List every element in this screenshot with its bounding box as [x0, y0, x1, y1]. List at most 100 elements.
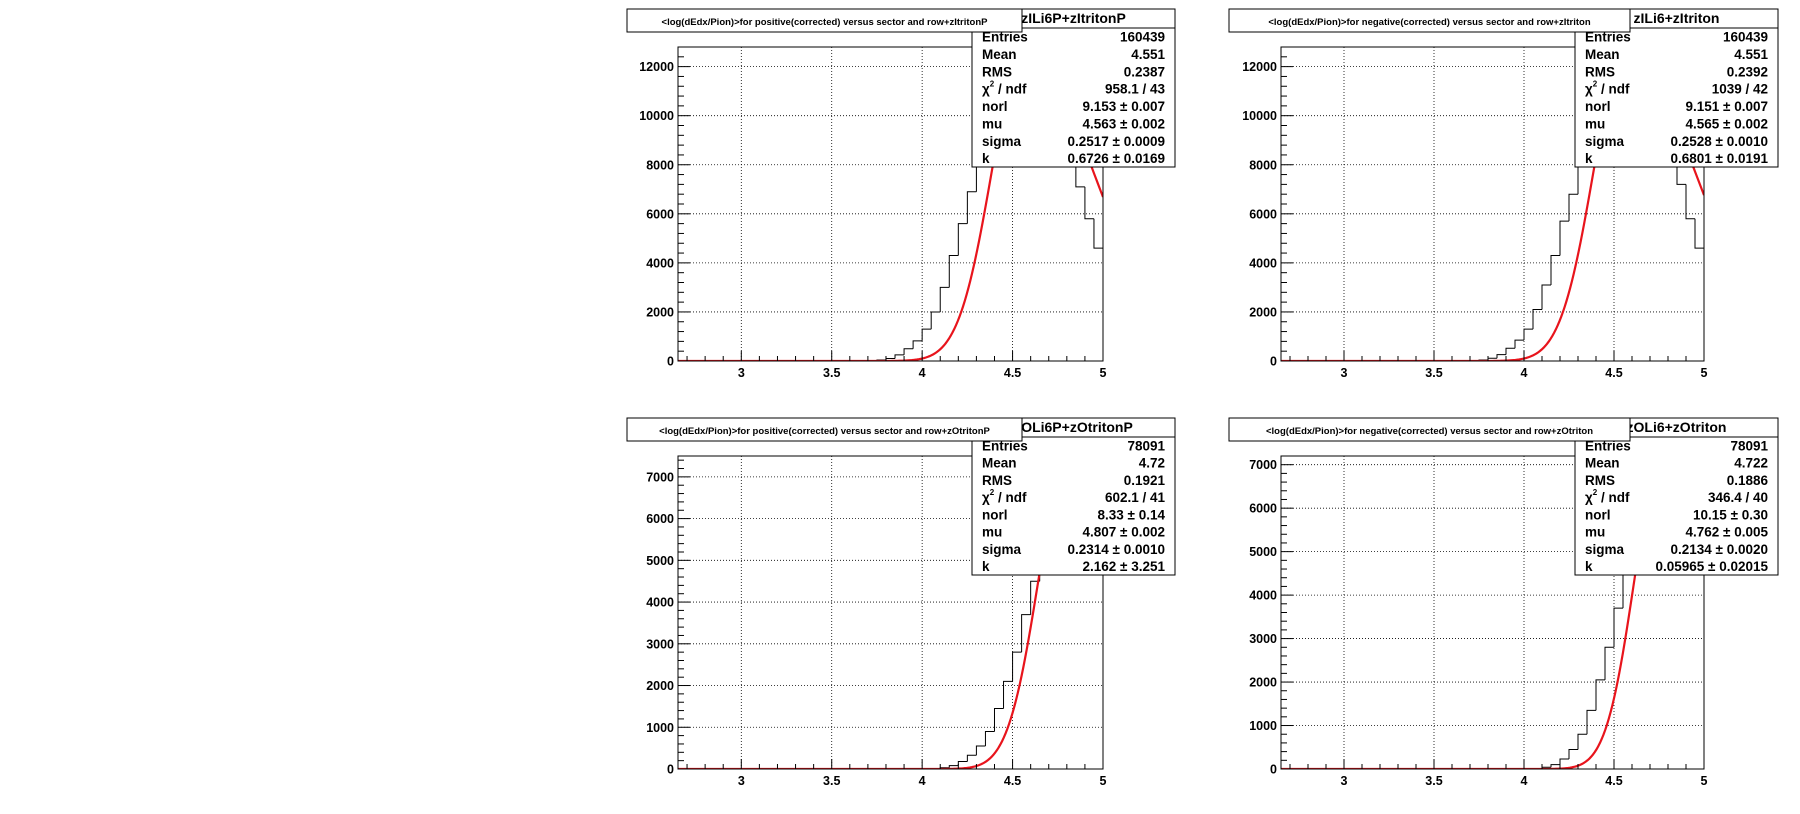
histogram-bin [966, 754, 977, 762]
stats-label: χ2 / ndf [1585, 80, 1630, 97]
histogram-panel-2: 3 3.5 4 4.5 5 0 2000 4000 6000 8000 10000 12000 zILi… [1228, 8, 1779, 380]
histogram-bin [984, 730, 995, 747]
stats-label: Entries [1585, 438, 1631, 453]
histogram-panel-3: 3 3.5 4 4.5 5 0 1000 2000 3000 4000 5000 6000 7000 zO… [626, 417, 1176, 788]
stats-value: 9.153 ± 0.007 [1083, 99, 1165, 114]
x-tick-label: 4 [919, 366, 926, 380]
stats-value: 0.6726 ± 0.0169 [1068, 151, 1166, 166]
stats-label: sigma [1585, 542, 1625, 557]
y-tick-label: 0 [667, 355, 674, 369]
y-tick-label: 0 [1270, 355, 1277, 369]
stats-label: mu [982, 525, 1002, 540]
y-tick-label: 3000 [1249, 632, 1277, 646]
histogram-bin [1568, 193, 1578, 222]
histogram-bin [939, 286, 950, 312]
stats-value: 0.6801 ± 0.0191 [1671, 151, 1769, 166]
stats-label: Mean [1585, 47, 1620, 62]
histogram-panel-4: 3 3.5 4 4.5 5 0 1000 2000 3000 4000 5000 6000 7000 zO… [1228, 417, 1779, 788]
stats-box [971, 8, 1176, 168]
chart-title: <log(dEdx/Pion)>for positive(corrected) … [662, 17, 989, 28]
stats-label: RMS [1585, 64, 1615, 79]
y-tick-label: 8000 [1249, 158, 1277, 172]
histogram-bin [1541, 284, 1551, 310]
y-tick-label: 5000 [646, 554, 674, 568]
y-tick-label: 2000 [1249, 676, 1277, 690]
stats-value: 4.762 ± 0.005 [1686, 525, 1769, 540]
stats-label-symbol: χ [982, 490, 990, 505]
stats-label: Mean [1585, 456, 1620, 471]
chart-title: <log(dEdx/Pion)>for negative(corrected) … [1268, 17, 1590, 28]
stats-box [971, 417, 1176, 576]
stats-label: sigma [1585, 134, 1625, 149]
stats-label: Entries [982, 438, 1028, 453]
histogram-bin [1487, 357, 1497, 361]
stats-value: 0.1886 [1727, 473, 1769, 488]
histogram-bin [1003, 680, 1013, 709]
stats-value: 4.563 ± 0.002 [1083, 116, 1165, 131]
x-tick-label: 5 [1701, 366, 1708, 380]
fit-curve [1281, 465, 1704, 769]
stats-label-rest: / ndf [994, 490, 1027, 505]
stats-value: 4.807 ± 0.002 [1083, 525, 1165, 540]
stats-label: k [1585, 559, 1593, 574]
histogram-bin [957, 223, 968, 256]
x-tick-label: 3.5 [1425, 366, 1442, 380]
y-tick-label: 6000 [1249, 502, 1277, 516]
y-tick-label: 6000 [646, 207, 674, 221]
y-tick-label: 8000 [646, 158, 674, 172]
histogram-bin [1093, 218, 1103, 249]
histogram-bin [1550, 255, 1560, 285]
stats-label: χ2 / ndf [982, 80, 1027, 97]
histogram-bin [1075, 159, 1085, 188]
stats-value: 4.551 [1131, 47, 1165, 62]
histogram-bin [1694, 218, 1704, 249]
x-tick-label: 3 [738, 366, 745, 380]
x-tick-label: 5 [1701, 774, 1708, 788]
histogram-bin [1523, 328, 1533, 341]
histogram-name: zILi6P+zItritonP [1021, 10, 1126, 26]
histogram-bin [921, 328, 932, 341]
x-tick-label: 4 [919, 774, 926, 788]
histogram-name: zOLi6+zOtriton [1627, 419, 1727, 435]
stats-label: norl [1585, 99, 1611, 114]
histogram-bin [957, 760, 968, 766]
x-tick-label: 4 [1521, 366, 1528, 380]
y-tick-label: 2000 [646, 305, 674, 319]
stats-label: norl [982, 507, 1008, 522]
stats-value: 78091 [1127, 438, 1165, 453]
y-tick-label: 12000 [639, 60, 674, 74]
y-tick-label: 12000 [1242, 60, 1277, 74]
stats-box [1574, 8, 1779, 168]
stats-value: 9.151 ± 0.007 [1686, 99, 1768, 114]
y-tick-label: 2000 [1249, 305, 1277, 319]
y-tick-label: 4000 [1249, 589, 1277, 603]
histogram-bin [1550, 764, 1560, 768]
stats-value: 0.2134 ± 0.0020 [1671, 542, 1769, 557]
stats-value: 4.72 [1139, 456, 1165, 471]
stats-label-superscript: 2 [1593, 488, 1598, 497]
y-tick-label: 5000 [1249, 545, 1277, 559]
x-tick-label: 3 [1341, 366, 1348, 380]
x-tick-label: 4 [1521, 774, 1528, 788]
stats-value: 4.565 ± 0.002 [1686, 116, 1768, 131]
y-tick-label: 1000 [646, 721, 674, 735]
stats-label-superscript: 2 [990, 488, 995, 497]
x-tick-label: 4.5 [1004, 774, 1021, 788]
stats-label: norl [1585, 507, 1611, 522]
y-tick-label: 10000 [1242, 109, 1277, 123]
x-tick-label: 4.5 [1004, 366, 1021, 380]
title-box [1228, 417, 1631, 442]
histogram-bin [1012, 651, 1022, 682]
histogram-bin [1496, 354, 1506, 359]
title-box [1228, 8, 1631, 33]
y-tick-label: 4000 [646, 596, 674, 610]
stats-label-symbol: χ [982, 82, 990, 97]
histogram-bin [1586, 709, 1596, 735]
histogram-bin [930, 311, 941, 330]
stats-value: 0.05965 ± 0.02015 [1655, 559, 1768, 574]
stats-label: Entries [1585, 30, 1631, 45]
histogram-bin [993, 707, 1004, 732]
y-tick-label: 7000 [1249, 458, 1277, 472]
stats-value: 4.551 [1734, 47, 1768, 62]
